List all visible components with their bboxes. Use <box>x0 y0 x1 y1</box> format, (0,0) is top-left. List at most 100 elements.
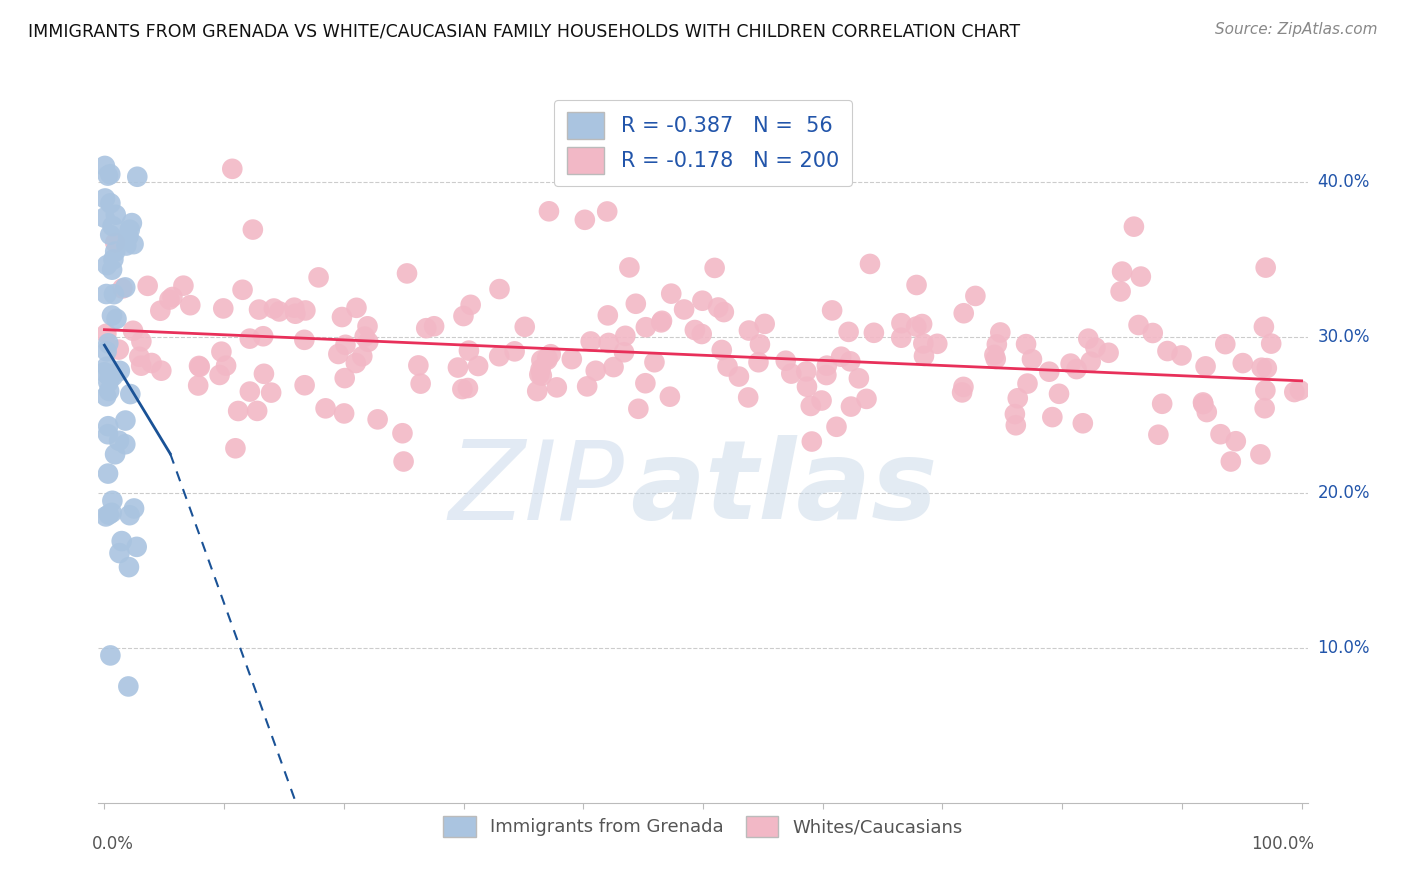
Point <box>634 376 657 391</box>
Point <box>839 354 862 368</box>
Text: Source: ZipAtlas.com: Source: ZipAtlas.com <box>1215 22 1378 37</box>
Point <box>284 307 307 321</box>
Point <box>1213 337 1236 351</box>
Point <box>149 303 172 318</box>
Point <box>585 364 607 378</box>
Point <box>97 169 120 183</box>
Point <box>1066 362 1088 376</box>
Point <box>415 321 437 335</box>
Point <box>624 297 647 311</box>
Point <box>209 344 232 359</box>
Point <box>1047 386 1070 401</box>
Point <box>263 301 285 316</box>
Point <box>98 370 121 384</box>
Point <box>950 385 973 400</box>
Point <box>103 252 125 267</box>
Point <box>101 309 124 323</box>
Point <box>208 368 231 382</box>
Point <box>1289 383 1312 397</box>
Point <box>1040 410 1063 425</box>
Point <box>253 367 276 381</box>
Point <box>703 260 725 275</box>
Point <box>890 331 912 345</box>
Point <box>247 302 270 317</box>
Point <box>530 353 553 368</box>
Point <box>613 345 636 359</box>
Point <box>104 208 127 222</box>
Point <box>815 368 838 382</box>
Point <box>912 349 935 363</box>
Point <box>94 191 117 205</box>
Point <box>283 301 305 315</box>
Point <box>333 406 356 420</box>
Point <box>529 368 551 382</box>
Point <box>1254 384 1277 398</box>
Point <box>561 352 583 367</box>
Point <box>94 509 117 524</box>
Point <box>598 335 620 350</box>
Point <box>179 298 201 312</box>
Point <box>683 323 706 337</box>
Point <box>105 311 128 326</box>
Point <box>1059 357 1081 371</box>
Point <box>643 355 665 369</box>
Point <box>392 454 415 468</box>
Point <box>658 390 681 404</box>
Point <box>1209 427 1232 442</box>
Point <box>830 350 852 364</box>
Point <box>98 384 121 398</box>
Point <box>737 391 759 405</box>
Point <box>107 343 129 357</box>
Point <box>294 303 316 318</box>
Point <box>125 540 148 554</box>
Point <box>96 389 118 403</box>
Point <box>574 212 596 227</box>
Point <box>356 319 378 334</box>
Point <box>97 508 120 522</box>
Point <box>458 343 481 358</box>
Point <box>330 310 353 324</box>
Point <box>1232 356 1254 370</box>
Point <box>131 334 153 349</box>
Point <box>983 348 1005 362</box>
Point <box>96 287 118 301</box>
Point <box>775 353 797 368</box>
Point <box>690 326 713 341</box>
Point <box>315 401 337 416</box>
Point <box>800 399 823 413</box>
Point <box>540 347 562 361</box>
Point <box>579 334 602 349</box>
Point <box>576 379 599 393</box>
Legend: Immigrants from Grenada, Whites/Caucasians: Immigrants from Grenada, Whites/Caucasia… <box>436 808 970 844</box>
Text: 0.0%: 0.0% <box>93 835 134 853</box>
Point <box>104 235 127 250</box>
Point <box>794 364 817 378</box>
Point <box>239 384 262 399</box>
Point <box>821 303 844 318</box>
Point <box>614 328 637 343</box>
Point <box>232 283 254 297</box>
Point <box>905 319 928 334</box>
Point <box>1142 326 1164 340</box>
Text: ZIP: ZIP <box>449 435 624 542</box>
Point <box>188 359 211 374</box>
Point <box>94 159 117 173</box>
Point <box>172 278 194 293</box>
Point <box>1253 401 1275 416</box>
Point <box>952 306 974 320</box>
Point <box>1071 417 1094 431</box>
Point <box>242 222 264 236</box>
Point <box>1077 332 1099 346</box>
Point <box>269 304 291 318</box>
Point <box>1004 407 1026 421</box>
Point <box>97 427 120 442</box>
Point <box>546 380 568 394</box>
Text: 30.0%: 30.0% <box>1317 328 1369 346</box>
Point <box>1038 365 1060 379</box>
Point <box>1219 454 1241 468</box>
Point <box>1021 352 1043 367</box>
Point <box>117 229 139 244</box>
Point <box>357 334 380 349</box>
Point <box>1192 395 1215 409</box>
Point <box>118 560 141 574</box>
